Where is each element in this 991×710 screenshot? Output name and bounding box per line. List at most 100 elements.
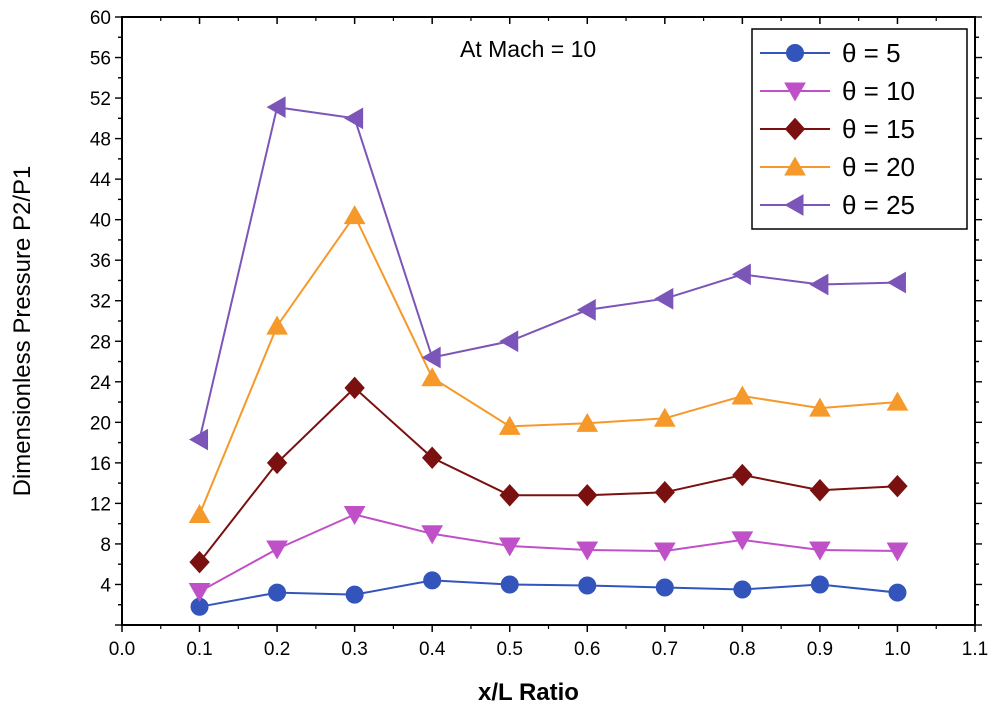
x-tick-label: 1.0 xyxy=(884,639,910,660)
data-point xyxy=(653,407,676,427)
legend-label: θ = 15 xyxy=(842,114,915,144)
series-4 xyxy=(188,205,909,524)
y-tick-label: 60 xyxy=(90,8,111,29)
y-tick-label: 48 xyxy=(90,130,111,151)
data-point xyxy=(578,576,597,595)
y-tick-label: 16 xyxy=(90,454,111,475)
legend-marker xyxy=(786,44,804,62)
y-tick-label: 8 xyxy=(100,535,111,556)
y-tick-label: 4 xyxy=(100,575,111,596)
y-tick-label: 40 xyxy=(90,211,111,232)
data-point xyxy=(188,583,211,603)
data-point xyxy=(499,484,520,507)
legend-marker xyxy=(784,82,806,102)
data-point xyxy=(266,451,288,475)
x-tick-label: 0.9 xyxy=(807,639,833,660)
legend-label: θ = 5 xyxy=(842,38,901,68)
data-point xyxy=(809,541,831,561)
data-point xyxy=(653,542,676,562)
y-tick-label: 32 xyxy=(90,292,111,313)
y-tick-label: 44 xyxy=(90,170,112,191)
data-point xyxy=(421,525,444,545)
data-point xyxy=(888,583,907,602)
x-tick-label: 0.1 xyxy=(186,639,212,660)
y-tick-label: 28 xyxy=(90,332,111,353)
data-point xyxy=(422,446,443,470)
data-point xyxy=(499,330,519,353)
data-point xyxy=(731,385,754,405)
data-point xyxy=(886,542,909,562)
data-point xyxy=(188,504,211,524)
y-tick-label: 52 xyxy=(90,89,111,110)
data-point xyxy=(500,575,519,594)
data-point xyxy=(809,273,829,296)
data-point xyxy=(576,541,599,561)
data-point xyxy=(810,575,829,594)
x-tick-label: 1.1 xyxy=(962,639,988,660)
series-line xyxy=(198,213,898,515)
series-3 xyxy=(189,376,908,574)
legend-marker xyxy=(784,156,806,176)
legend-label: θ = 25 xyxy=(842,190,915,220)
legend-box xyxy=(751,28,968,230)
data-point xyxy=(498,537,521,557)
series-5 xyxy=(189,96,906,451)
x-tick-label: 0.8 xyxy=(729,639,755,660)
data-point xyxy=(266,540,288,560)
data-point xyxy=(731,263,751,286)
data-point xyxy=(886,271,906,294)
series-line xyxy=(198,386,898,563)
y-tick-label: 12 xyxy=(90,494,111,515)
legend-label: θ = 20 xyxy=(842,152,915,182)
data-point xyxy=(266,96,286,119)
data-point xyxy=(654,287,674,310)
data-point xyxy=(423,571,442,590)
data-point xyxy=(344,107,364,130)
series-line xyxy=(199,579,898,608)
y-tick-label: 24 xyxy=(90,373,112,394)
data-point xyxy=(576,412,599,432)
data-point xyxy=(655,578,674,597)
legend: θ = 5 θ = 10 θ = 15 θ = 20 θ = 25 xyxy=(751,28,968,230)
x-tick-label: 0.4 xyxy=(419,639,446,660)
data-point xyxy=(733,580,752,599)
chart-annotation: At Mach = 10 xyxy=(460,36,596,62)
data-point xyxy=(344,376,365,400)
x-tick-label: 0.0 xyxy=(109,639,135,660)
legend-marker xyxy=(784,194,804,216)
y-tick-label: 36 xyxy=(90,251,111,272)
data-point xyxy=(731,531,754,551)
legend-label: θ = 10 xyxy=(842,76,915,106)
data-point xyxy=(577,484,598,507)
series-1 xyxy=(190,571,907,616)
y-tick-label: 56 xyxy=(90,49,111,70)
data-point xyxy=(887,474,908,498)
data-point xyxy=(886,391,909,411)
data-point xyxy=(809,478,831,502)
data-point xyxy=(266,315,288,335)
data-point xyxy=(732,463,753,487)
series-line xyxy=(199,513,898,593)
legend-marker xyxy=(784,117,806,141)
data-point xyxy=(345,585,364,604)
data-point xyxy=(654,481,675,504)
y-tick-label: 20 xyxy=(90,413,111,434)
y-axis-title: Dimensionless Pressure P2/P1 xyxy=(9,166,36,497)
data-point xyxy=(343,506,366,526)
data-point xyxy=(189,428,209,451)
data-point xyxy=(343,205,366,225)
x-tick-label: 0.5 xyxy=(497,639,523,660)
x-tick-label: 0.7 xyxy=(652,639,678,660)
data-point xyxy=(576,298,596,321)
x-tick-label: 0.3 xyxy=(341,639,367,660)
series-line xyxy=(198,106,898,440)
x-tick-label: 0.2 xyxy=(264,639,290,660)
data-point xyxy=(268,583,287,602)
data-point xyxy=(189,550,210,574)
data-point xyxy=(498,415,521,435)
x-axis-title: x/L Ratio xyxy=(478,679,579,706)
data-point xyxy=(809,397,831,417)
data-point xyxy=(421,346,441,369)
series-2 xyxy=(188,506,909,603)
